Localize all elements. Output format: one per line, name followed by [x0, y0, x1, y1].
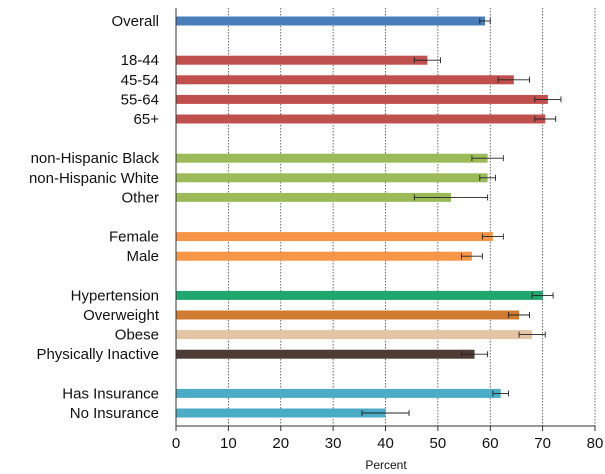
- bars: [176, 16, 562, 418]
- bar: [176, 192, 451, 202]
- bar: [176, 388, 501, 398]
- error-bar: [361, 410, 410, 416]
- error-bar: [479, 18, 491, 24]
- x-tick-label: 20: [272, 435, 289, 452]
- error-bar: [492, 390, 510, 397]
- category-label: 45-54: [121, 72, 159, 89]
- error-bar: [518, 331, 546, 338]
- bar: [176, 114, 546, 124]
- x-tick-label: 30: [325, 435, 342, 452]
- bar: [176, 232, 493, 242]
- category-label: Overweight: [83, 307, 160, 324]
- error-bar: [413, 57, 441, 64]
- x-tick-label: 60: [482, 435, 499, 452]
- category-label: 65+: [134, 111, 160, 128]
- error-bar: [531, 292, 554, 299]
- bar: [176, 173, 488, 183]
- error-bar: [413, 194, 489, 201]
- category-label: Male: [126, 248, 159, 265]
- category-label: Physically Inactive: [36, 346, 159, 363]
- bar: [176, 94, 548, 104]
- category-labels: Overall 18-44 45-54 55-64 65+ non-Hispanic Bl…: [29, 13, 160, 422]
- category-label: 55-64: [121, 91, 159, 108]
- error-bar: [508, 312, 530, 318]
- bar: [176, 153, 488, 163]
- x-axis-title: Percent: [365, 458, 407, 472]
- category-label: Hypertension: [71, 287, 159, 304]
- category-label: Overall: [111, 13, 159, 30]
- category-label: non-Hispanic Black: [31, 150, 160, 167]
- bar: [176, 408, 386, 418]
- category-label: 18-44: [121, 52, 159, 69]
- error-bar: [479, 174, 496, 181]
- x-axis: 0 10 20 30 40 50 60 70 80: [172, 8, 604, 452]
- x-tick-label: 0: [172, 435, 180, 452]
- bar: [176, 251, 472, 261]
- category-label: Has Insurance: [62, 385, 159, 402]
- gridlines: [227, 8, 596, 426]
- bar: [176, 310, 520, 320]
- error-bar: [460, 351, 489, 358]
- x-tick-label: 10: [220, 435, 237, 452]
- bar: [176, 55, 428, 65]
- category-label: No Insurance: [70, 405, 159, 422]
- error-bar: [460, 253, 483, 260]
- category-label: Obese: [115, 327, 159, 344]
- x-tick-label: 40: [377, 435, 394, 452]
- bar: [176, 75, 514, 85]
- error-bar: [471, 155, 504, 162]
- error-bar: [481, 233, 504, 240]
- x-tick-label: 50: [430, 435, 447, 452]
- category-label: Female: [109, 229, 159, 246]
- bar: [176, 290, 543, 300]
- category-label: Other: [121, 189, 159, 206]
- bar: [176, 16, 486, 26]
- error-bar: [534, 96, 562, 103]
- x-tick-label: 80: [587, 435, 604, 452]
- bar: [176, 349, 475, 359]
- error-bar: [534, 116, 557, 122]
- bar: [176, 330, 533, 340]
- x-tick-label: 70: [534, 435, 551, 452]
- error-bar: [497, 76, 530, 83]
- category-label: non-Hispanic White: [29, 170, 159, 187]
